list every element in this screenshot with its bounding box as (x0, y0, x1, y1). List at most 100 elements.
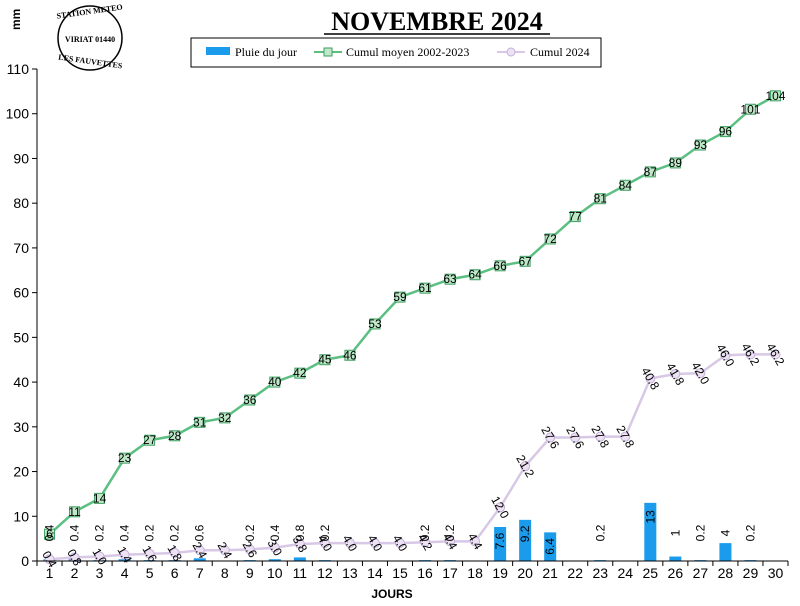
average-marker (669, 157, 681, 169)
average-value-label: 96 (719, 125, 733, 139)
cumul-2024-value-label: 40.8 (638, 365, 662, 393)
average-cumul-line (44, 90, 781, 540)
average-value-label: 46 (343, 348, 357, 362)
cumul-2024-marker (344, 538, 355, 549)
x-tick-label: 19 (492, 565, 508, 581)
chart-title: NOVEMBRE 2024 (331, 7, 543, 36)
average-marker (319, 354, 331, 366)
x-tick-label: 25 (643, 565, 659, 581)
average-marker (744, 103, 756, 115)
rain-value-label: 0.2 (93, 524, 107, 541)
rain-value-label: 4 (718, 529, 732, 536)
cumul-2024-value-label: 2.4 (189, 540, 210, 562)
x-tick-label: 23 (592, 565, 608, 581)
cumul-2024-value-label: 4.0 (340, 532, 361, 554)
cumul-2024-marker (445, 536, 456, 547)
average-value-label: 28 (168, 429, 182, 443)
rain-value-label: 0.2 (693, 524, 707, 541)
cumul-2024-marker (520, 461, 531, 472)
rain-bar (544, 532, 557, 561)
y-tick-label: 30 (13, 419, 29, 435)
average-marker (494, 260, 506, 272)
average-value-label: 77 (569, 210, 583, 224)
cumul-2024-marker (670, 369, 681, 380)
y-tick-label: 10 (13, 508, 29, 524)
average-value-label: 61 (418, 281, 432, 295)
cumul-2024-marker (470, 536, 481, 547)
rain-bar (719, 543, 732, 561)
average-marker (644, 166, 656, 178)
y-tick-label: 110 (7, 61, 30, 77)
cumul-2024-marker (745, 349, 756, 360)
average-value-label: 36 (243, 393, 257, 407)
cumul-2024-value-label: 4.0 (390, 532, 411, 554)
average-marker (144, 434, 156, 446)
legend-label-average: Cumul moyen 2002-2023 (346, 45, 469, 59)
cumul-2024-value-label: 4.0 (365, 532, 386, 554)
average-marker (69, 506, 81, 518)
x-axis-ticks: 1 2 3 4 5 6 7 8 9 10 11 12 13 14 15 16 17 18 19 20 21 22 23 24 2… (36, 561, 789, 581)
rain-bar (118, 559, 131, 561)
x-tick-label: 14 (367, 565, 383, 581)
rain-value-label: 0.4 (118, 524, 132, 541)
axes (36, 69, 788, 562)
cumul-2024-value-label: 4.4 (465, 531, 486, 553)
rain-value-label: 6.4 (543, 538, 557, 555)
average-marker (519, 255, 531, 267)
x-tick-label: 10 (267, 565, 283, 581)
x-tick-label: 24 (617, 565, 633, 581)
rain-bar (293, 557, 306, 561)
rain-bar (644, 502, 657, 561)
rain-value-label: 0.2 (143, 524, 157, 541)
x-tick-label: 11 (293, 565, 308, 581)
average-value-label: 64 (468, 268, 482, 282)
average-value-label: 14 (93, 491, 107, 505)
rain-value-label: 1 (668, 529, 682, 536)
rain-value-label: 0.2 (318, 524, 332, 541)
rain-value-label: 0.8 (293, 524, 307, 541)
average-value-label: 104 (765, 89, 785, 103)
cumul-2024-value-label: 46.0 (714, 342, 738, 370)
y-tick-label: 50 (13, 329, 29, 345)
average-marker (544, 233, 556, 245)
x-tick-label: 3 (96, 565, 104, 581)
rain-value-label: 0.2 (243, 524, 257, 541)
cumul-2024-value-label: 1.6 (139, 543, 160, 565)
average-marker (369, 318, 381, 330)
legend-label-rain: Pluie du jour (235, 45, 297, 59)
cumul-2024-marker (69, 552, 80, 563)
average-value-label: 101 (740, 102, 760, 116)
average-value-label: 84 (619, 178, 633, 192)
legend-marker-2024 (506, 47, 516, 57)
cumul-2024-value-label: 1.4 (114, 544, 135, 566)
average-marker (769, 90, 781, 102)
cumul-2024-marker (369, 538, 380, 549)
average-value-label: 53 (368, 317, 382, 331)
rain-value-label: 0.4 (68, 524, 82, 541)
rain-value-label: 0.4 (268, 524, 282, 541)
y-tick-label: 80 (13, 195, 29, 211)
cumul-2024-marker (194, 545, 205, 556)
rain-bar (494, 527, 507, 561)
cumul-2024-marker (695, 368, 706, 379)
cumul-2024-marker (319, 538, 330, 549)
average-marker (594, 193, 606, 205)
legend-swatch-rain (206, 47, 230, 55)
rain-value-label: 0.2 (593, 524, 607, 541)
average-value-label: 63 (443, 272, 457, 286)
rain-bar (193, 558, 206, 561)
average-marker (219, 412, 231, 424)
y-axis-ticks: 0 10 20 30 40 50 60 70 80 90 100 110 (6, 61, 37, 569)
rain-value-label: 0.2 (418, 524, 432, 541)
cumul-2024-value-label: 41.8 (663, 360, 687, 388)
cumul-2024-marker (394, 538, 405, 549)
cumul-2024-marker (269, 542, 280, 553)
legend: Pluie du jour Cumul moyen 2002-2023 Cumu… (190, 37, 602, 68)
y-tick-label: 0 (21, 553, 29, 569)
average-value-label: 31 (193, 415, 207, 429)
rain-value-label: 0.6 (193, 524, 207, 541)
cumul-2024-marker (294, 539, 305, 550)
cumul-2024-polyline (49, 353, 776, 561)
cumul-2024-marker (244, 544, 255, 555)
stamp-top-text: STATION METEO (56, 2, 123, 20)
